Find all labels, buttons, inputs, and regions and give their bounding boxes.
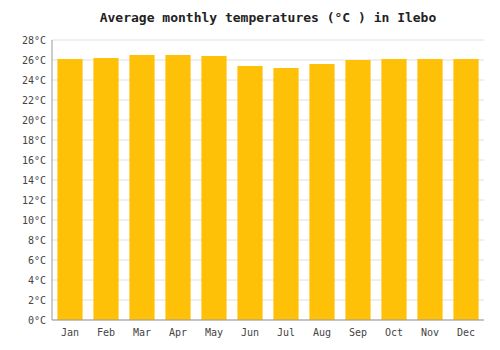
- y-tick-label: 12°C: [22, 195, 46, 206]
- bar: [273, 68, 298, 320]
- bar: [93, 58, 118, 320]
- bar: [417, 59, 442, 320]
- y-tick-label: 6°C: [28, 255, 46, 266]
- y-axis-line: [52, 40, 53, 320]
- x-tick-label: Dec: [457, 327, 475, 338]
- x-tick-label: Apr: [169, 327, 187, 338]
- x-axis-line: [52, 320, 484, 321]
- y-tick-label: 10°C: [22, 215, 46, 226]
- x-tick-label: May: [205, 327, 223, 338]
- bar: [201, 56, 226, 320]
- bar: [381, 59, 406, 320]
- x-tick-label: Mar: [133, 327, 151, 338]
- x-tick-label: Nov: [421, 327, 439, 338]
- bar: [57, 59, 82, 320]
- y-tick-label: 22°C: [22, 95, 46, 106]
- grid-line: [52, 320, 484, 321]
- bar: [345, 60, 370, 320]
- y-tick-label: 26°C: [22, 55, 46, 66]
- y-tick-label: 4°C: [28, 275, 46, 286]
- bar: [237, 66, 262, 320]
- y-tick-label: 0°C: [28, 315, 46, 326]
- y-tick-label: 18°C: [22, 135, 46, 146]
- bar: [453, 59, 478, 320]
- y-tick-label: 16°C: [22, 155, 46, 166]
- y-tick-label: 28°C: [22, 35, 46, 46]
- y-tick-label: 2°C: [28, 295, 46, 306]
- bar: [129, 55, 154, 320]
- bar: [165, 55, 190, 320]
- x-tick-label: Jul: [277, 327, 295, 338]
- x-tick-label: Sep: [349, 327, 367, 338]
- y-tick-label: 24°C: [22, 75, 46, 86]
- x-tick-label: Feb: [97, 327, 115, 338]
- bar: [309, 64, 334, 320]
- x-tick-label: Oct: [385, 327, 403, 338]
- y-tick-label: 14°C: [22, 175, 46, 186]
- y-tick-label: 20°C: [22, 115, 46, 126]
- chart-svg: Average monthly temperatures (°C ) in Il…: [0, 0, 500, 350]
- page: {"chart_data": {"type": "bar", "title": …: [0, 0, 500, 350]
- x-axis: Jan Feb Mar Apr May Jun Jul Aug Sep Oct Nov Dec: [52, 40, 484, 338]
- title: Average monthly temperatures (°C ) in Il…: [100, 10, 437, 25]
- x-tick-label: Jan: [61, 327, 79, 338]
- grid-line: [52, 40, 484, 41]
- bars: [57, 55, 478, 320]
- y-axis: 0°C 2°C 4°C 6°C 8°C 10°C 12°C 14°C 16°C 18°C 20°C 2…: [22, 35, 484, 326]
- y-tick-label: 8°C: [28, 235, 46, 246]
- x-tick-label: Jun: [241, 327, 259, 338]
- chart-container: Average monthly temperatures (°C ) in Il…: [0, 0, 500, 350]
- x-tick-label: Aug: [313, 327, 331, 338]
